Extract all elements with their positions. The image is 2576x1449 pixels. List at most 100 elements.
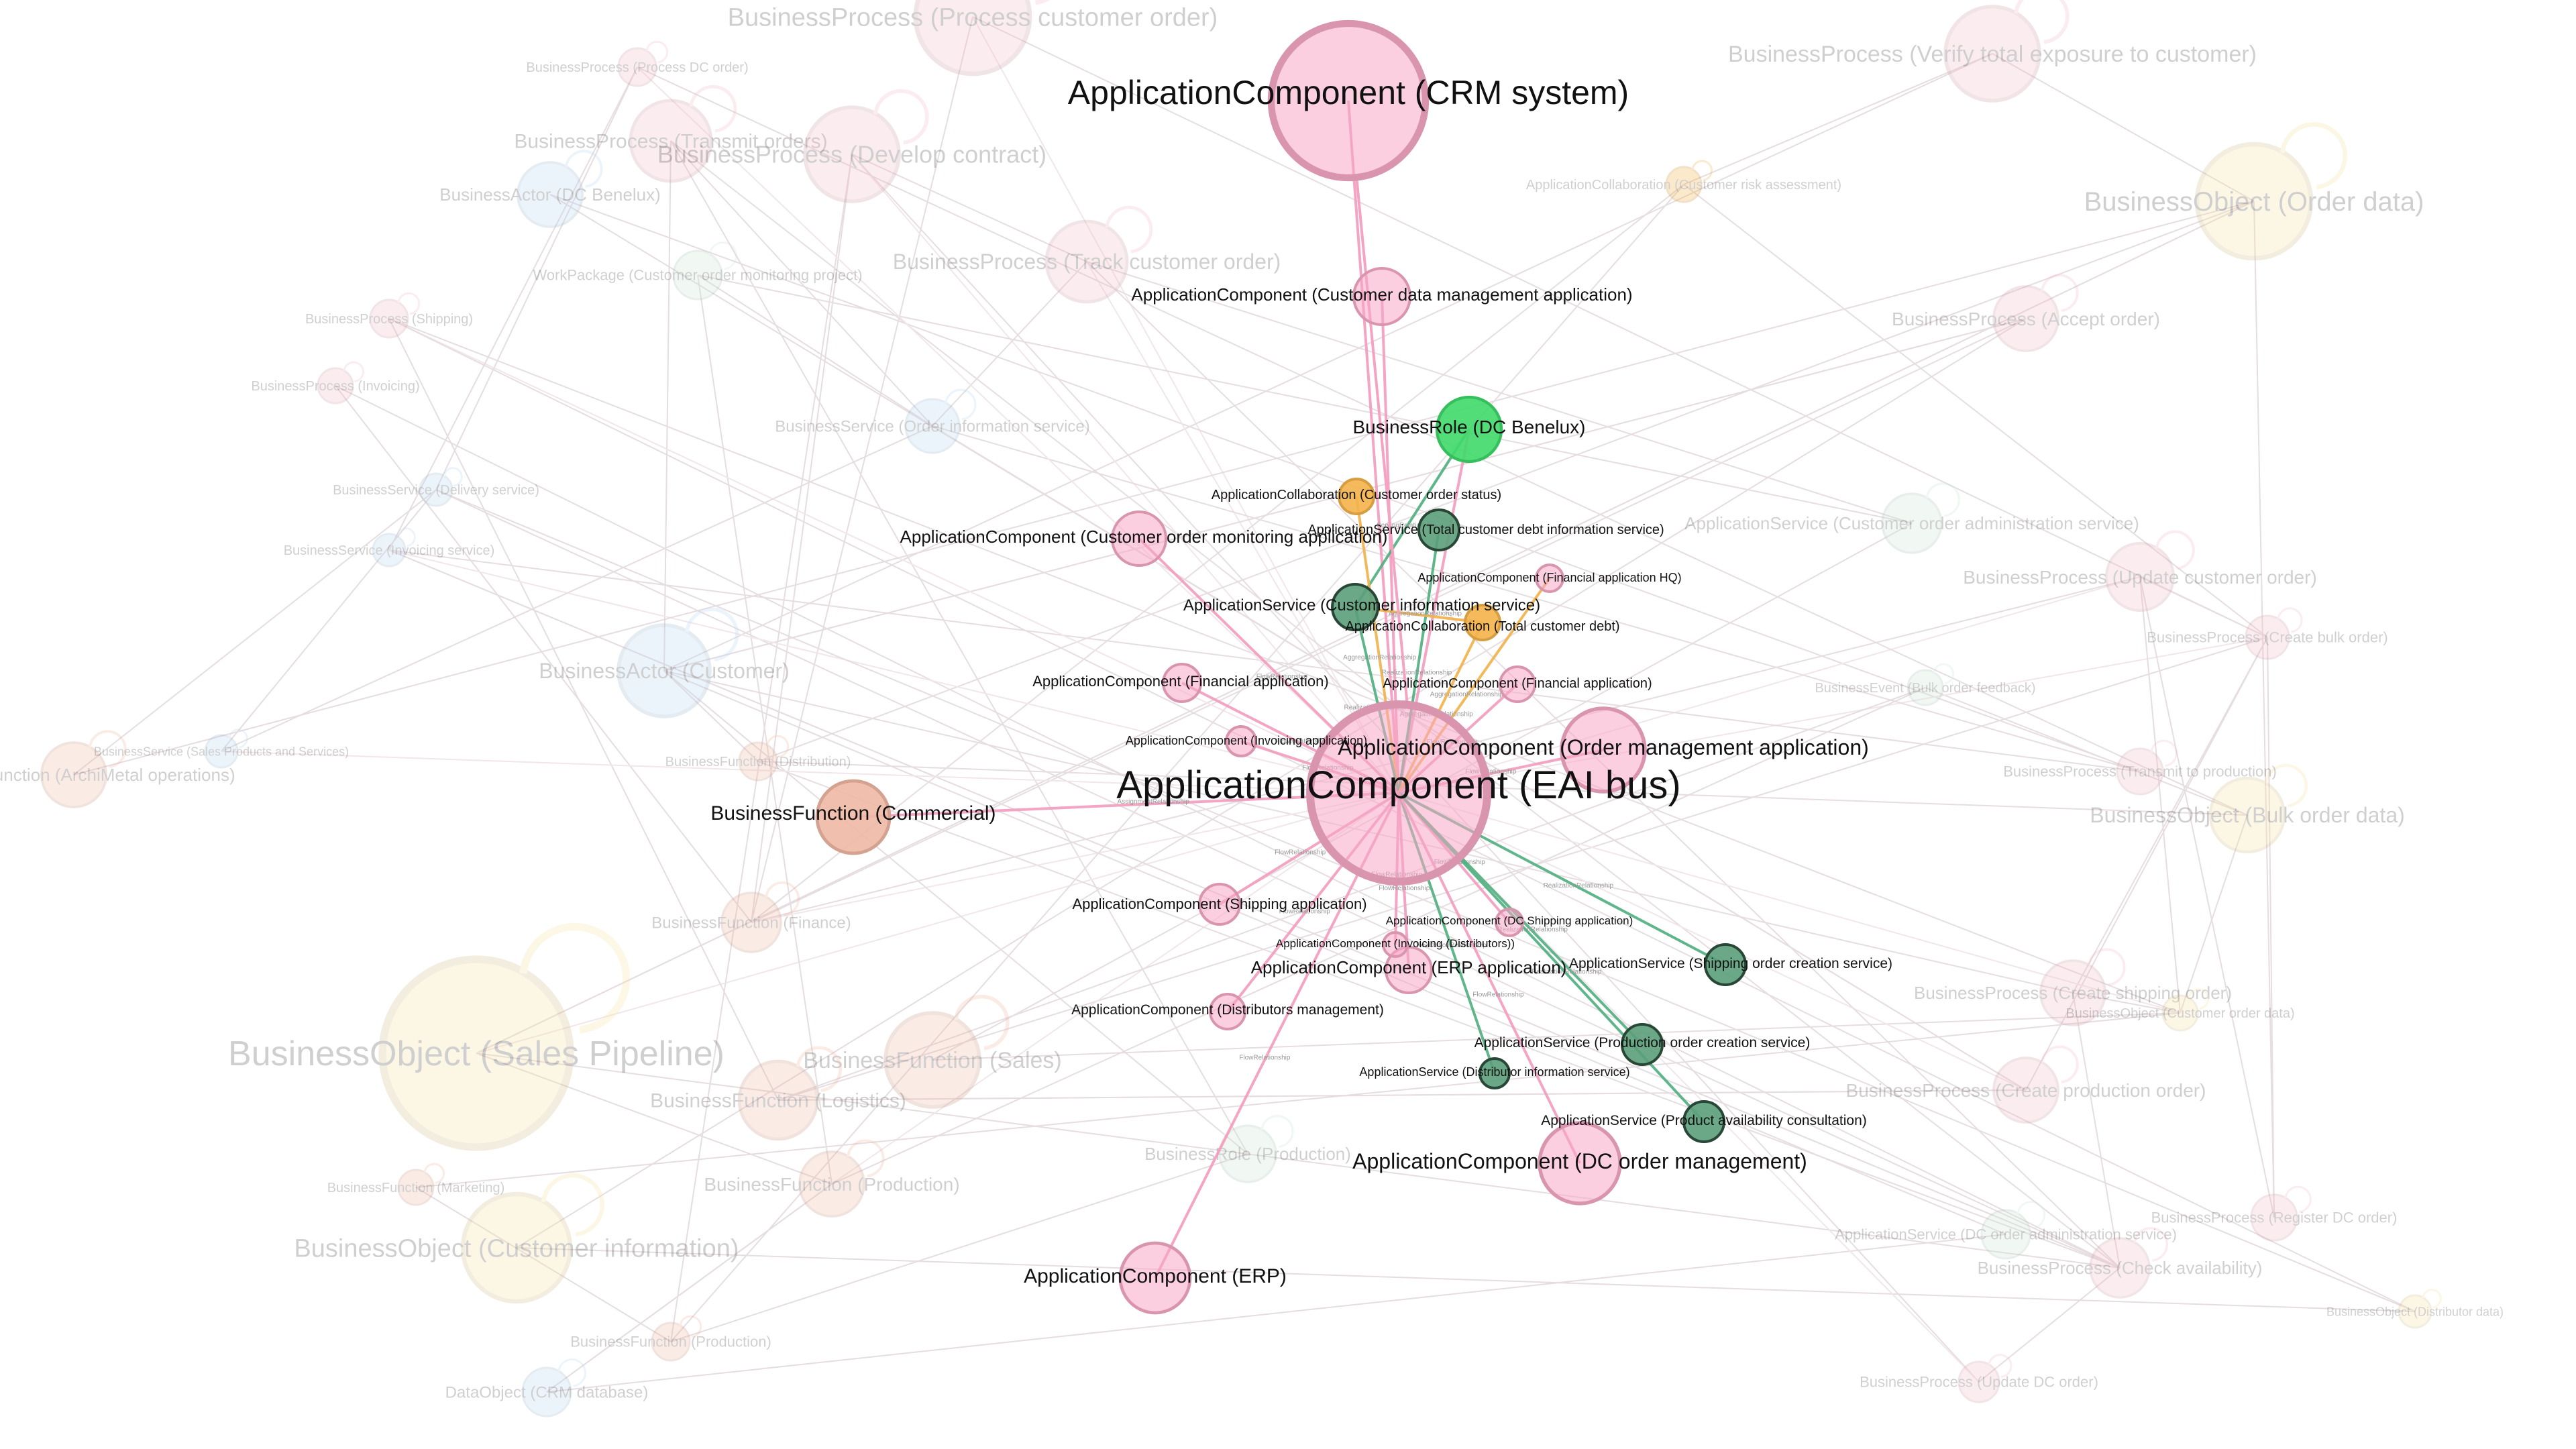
background-edge [663,670,759,762]
background-node-businessservice-delivery-service[interactable]: BusinessService (Delivery service) [333,467,539,507]
background-node-businessprocess-verify-total-exposure-to-customer[interactable]: BusinessProcess (Verify total exposure t… [1728,0,2257,103]
background-node-businessfunction-sales[interactable]: BusinessFunction (Sales) [803,994,1062,1109]
background-node-businessprocess-track-customer-order[interactable]: BusinessProcess (Track customer order) [893,205,1281,304]
background-node-label: BusinessActor (Customer) [539,659,789,683]
node-svc_poc[interactable] [1621,1023,1664,1066]
background-edge [415,1187,672,1342]
background-node-businessfunction-distribution[interactable]: BusinessFunction (Distribution) [665,735,851,782]
background-node-businessobject-sales-pipeline[interactable]: BusinessObject (Sales Pipeline) [228,922,724,1151]
background-edge [1086,261,1399,794]
node-cdma[interactable] [1352,267,1411,326]
node-circle [1943,5,2041,103]
background-node-businessfunction-marketing[interactable]: BusinessFunction (Marketing) [327,1163,505,1206]
node-circle [2105,542,2175,612]
self-loop [2284,1185,2312,1213]
background-node-businessprocess-shipping[interactable]: BusinessProcess (Shipping) [305,292,473,339]
node-fa2[interactable] [1499,665,1536,703]
background-node-applicationservice-dc-order-administration-service[interactable]: ApplicationService (DC order administrat… [1835,1201,2177,1260]
background-node-businessprocess-process-customer-order[interactable]: BusinessProcess (Process customer order) [728,0,1218,76]
background-node-label: DataObject (CRM database) [445,1383,649,1401]
node-erp[interactable] [1118,1241,1192,1315]
node-ship_app[interactable] [1198,883,1241,926]
node-collab_cos[interactable] [1338,478,1375,515]
node-label-dc_om: ApplicationComponent (DC order managemen… [1352,1149,1807,1173]
background-edge [335,385,752,923]
self-loop [2155,530,2195,570]
node-oma[interactable] [1560,706,1647,794]
node-dc_om[interactable] [1538,1121,1622,1205]
node-dist_mgmt[interactable] [1209,993,1246,1030]
background-node-businessfunction-logistics[interactable]: BusinessFunction (Logistics) [650,1046,906,1141]
self-loop [396,527,416,547]
background-node-businessprocess-create-shipping-order[interactable]: BusinessProcess (Create shipping order) [1914,948,2232,1026]
node-label-svc_ci: ApplicationService (Customer information… [1183,596,1540,614]
background-node-businessactor-customer[interactable]: BusinessActor (Customer) [539,607,790,718]
node-role_dc[interactable] [1435,395,1503,464]
background-node-businessprocess-register-dc-order[interactable]: BusinessProcess (Register DC order) [2151,1185,2398,1242]
background-node-businessservice-invoicing-service[interactable]: BusinessService (Invoicing service) [284,527,495,568]
node-svc_pac[interactable] [1682,1100,1725,1143]
edge-relation-label: AggregationRelationship [1389,610,1462,618]
background-node-businessobject-order-data[interactable]: BusinessObject (Order data) [2084,122,2424,261]
background-node-businessservice-order-information-service[interactable]: BusinessService (Order information servi… [775,388,1090,454]
background-node-dataobject-crm-database[interactable]: DataObject (CRM database) [445,1358,649,1417]
background-node-label: BusinessService (Order information servi… [775,417,1090,435]
service-node-circle [1417,508,1460,551]
background-node-businessprocess-create-production-order[interactable]: BusinessProcess (Create production order… [1846,1045,2206,1124]
node-circle [720,892,782,953]
background-node-applicationcollaboration-customer-risk-assessment[interactable]: ApplicationCollaboration (Customer risk … [1526,160,1841,203]
node-svc_ci[interactable] [1331,583,1379,631]
background-node-businessobject-bulk-order-data[interactable]: BusinessObject (Bulk order data) [2090,763,2405,854]
background-node-businessfunction-archimetal-operations[interactable]: BusinessFunction (ArchiMetal operations) [0,730,235,808]
node-collab_tcd[interactable] [1464,604,1501,641]
self-loop [679,1315,702,1338]
background-node-applicationservice-customer-order-administration-service[interactable]: ApplicationService (Customer order admin… [1684,482,2139,554]
node-svc_tcd[interactable] [1417,508,1460,551]
node-circle [1665,166,1703,203]
background-node-businessactor-dc-benelux[interactable]: BusinessActor (DC Benelux) [439,150,661,228]
background-edge [777,687,1926,1101]
node-inv_app[interactable] [1225,725,1257,757]
node-svc_dis[interactable] [1479,1057,1511,1089]
background-node-businessobject-customer-order-data[interactable]: BusinessObject (Customer order data) [2065,988,2295,1032]
node-dc_ship[interactable] [1495,908,1524,937]
background-node-businessfunction-production[interactable]: BusinessFunction (Production) [704,1139,960,1218]
edge-relation-label: FlowRelationship [1379,885,1430,892]
background-node-businessfunction-production[interactable]: BusinessFunction (Production) [570,1315,771,1362]
background-node-businessrole-production[interactable]: BusinessRole (Production) [1144,1114,1351,1183]
background-node-businessfunction-finance[interactable]: BusinessFunction (Finance) [651,881,851,953]
node-circle [1907,669,1944,706]
node-svc_soc[interactable] [1704,943,1747,986]
background-node-businessprocess-invoicing[interactable]: BusinessProcess (Invoicing) [251,361,420,405]
background-node-businessprocess-transmit-orders[interactable]: BusinessProcess (Transmit orders) [514,85,828,183]
node-com_app[interactable] [1111,511,1167,567]
background-node-businessservice-sales-products-and-services[interactable]: BusinessService (Sales Products and Serv… [94,729,349,769]
edge-relation-label: AggregationRelationship [1430,691,1503,698]
background-node-businessprocess-develop-contract[interactable]: BusinessProcess (Develop contract) [657,89,1046,203]
background-node-businessprocess-update-customer-order[interactable]: BusinessProcess (Update customer order) [1963,530,2317,612]
background-node-businessevent-bulk-order-feedback[interactable]: BusinessEvent (Bulk order feedback) [1815,663,2036,706]
node-erp_app[interactable] [1385,946,1433,994]
node-bf_com[interactable] [815,779,892,855]
node-crm[interactable] [1267,19,1430,182]
background-edge [2072,992,2121,1269]
background-node-businessprocess-check-availability[interactable]: BusinessProcess (Check availability) [1978,1226,2263,1299]
node-circle [737,1059,819,1141]
background-node-businessobject-distributor-data[interactable]: BusinessObject (Distributor data) [2326,1289,2504,1329]
node-fa_hq[interactable] [1535,564,1564,593]
background-node-businessprocess-update-dc-order[interactable]: BusinessProcess (Update DC order) [1860,1354,2098,1403]
background-node-businessprocess-create-bulk-order[interactable]: BusinessProcess (Create bulk order) [2147,607,2388,660]
background-node-businessobject-customer-information[interactable]: BusinessObject (Customer information) [294,1173,739,1304]
node-fa1[interactable] [1162,663,1202,703]
node-eai[interactable] [1306,700,1491,885]
background-edge [663,53,1993,672]
background-node-businessprocess-process-dc-order[interactable]: BusinessProcess (Process DC order) [526,40,749,87]
self-loop [343,361,365,382]
background-node-businessprocess-transmit-to-production[interactable]: BusinessProcess (Transmit to production) [2003,739,2277,796]
background-node-businessprocess-accept-order[interactable]: BusinessProcess (Accept order) [1892,274,2160,352]
background-node-workpackage-customer-order-monitoring-project[interactable]: WorkPackage (Customer order monitoring p… [533,241,863,301]
background-node-label: BusinessFunction (Sales) [803,1048,1062,1073]
background-edge [670,1153,1248,1342]
node-inv_dist[interactable] [1382,931,1409,958]
